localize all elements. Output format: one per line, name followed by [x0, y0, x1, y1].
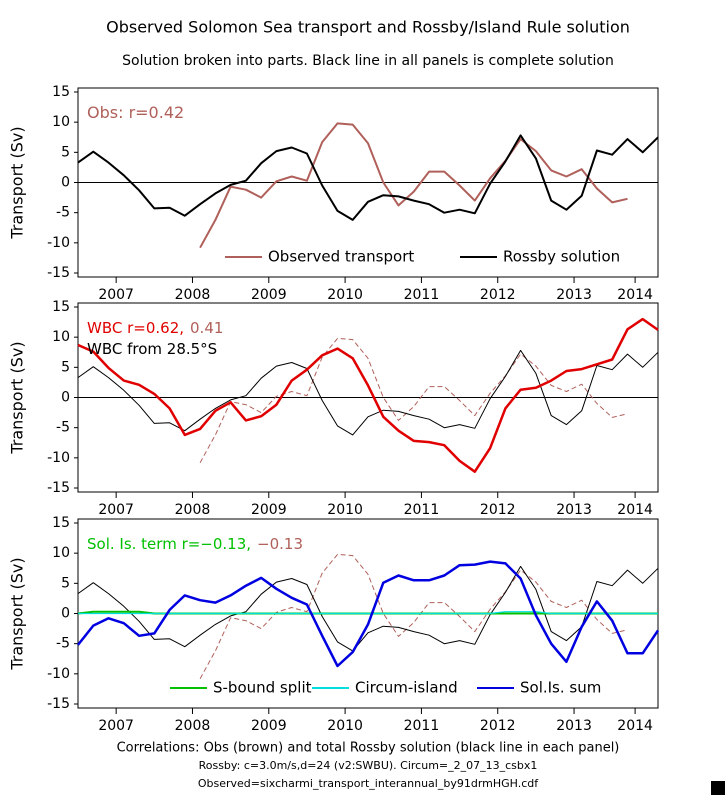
y-tick-label: 0	[61, 390, 70, 406]
series-line	[78, 611, 658, 615]
x-tick-label: 2013	[556, 718, 592, 734]
y-tick-label: 0	[61, 175, 70, 191]
y-tick-label: -10	[47, 235, 70, 251]
annotation-part: WBC from 28.5°S	[87, 340, 217, 358]
x-tick-label: 2007	[98, 287, 134, 303]
legend-label: Circum-island	[355, 679, 458, 697]
annotation: Obs: r=0.42	[87, 103, 184, 122]
y-tick-label: 5	[61, 575, 70, 591]
series-line	[77, 349, 659, 436]
series-line	[199, 553, 628, 679]
x-tick-label: 2008	[175, 502, 211, 518]
annotation: WBC r=0.62, 0.41	[87, 319, 223, 337]
footer-line: Observed=sixcharmi_transport_interannual…	[198, 777, 539, 790]
legend-label: Sol.Is. sum	[520, 679, 601, 697]
y-tick-label: 5	[61, 144, 70, 160]
legend-label: S-bound split	[213, 679, 312, 697]
annotation: WBC from 28.5°S	[87, 340, 217, 358]
x-tick-label: 2009	[251, 287, 287, 303]
x-tick-label: 2007	[98, 718, 134, 734]
chart-subtitle: Solution broken into parts. Black line i…	[122, 53, 614, 69]
x-tick-label: 2012	[480, 718, 516, 734]
x-tick-label: 2008	[175, 718, 211, 734]
y-axis-label: Transport (Sv)	[8, 126, 27, 239]
x-tick-label: 2010	[327, 287, 363, 303]
legend-label: Rossby solution	[503, 248, 620, 266]
annotation-part: Sol. Is. term r=−0.13,	[87, 535, 251, 553]
x-tick-label: 2007	[98, 502, 134, 518]
x-tick-label: 2012	[480, 502, 516, 518]
x-tick-label: 2011	[404, 502, 440, 518]
x-tick-label: 2012	[480, 287, 516, 303]
y-tick-label: -10	[47, 666, 70, 682]
y-tick-label: -15	[47, 265, 70, 281]
y-tick-label: -10	[47, 450, 70, 466]
y-tick-label: 15	[52, 515, 70, 531]
x-tick-label: 2010	[327, 502, 363, 518]
legend-label: Observed transport	[268, 248, 414, 266]
corner-block	[711, 781, 725, 795]
y-axis-label: Transport (Sv)	[8, 341, 27, 454]
x-tick-label: 2014	[617, 287, 653, 303]
x-tick-label: 2008	[175, 287, 211, 303]
y-tick-label: 15	[52, 84, 70, 100]
x-tick-label: 2014	[617, 502, 653, 518]
x-tick-label: 2009	[251, 502, 287, 518]
x-tick-label: 2013	[556, 287, 592, 303]
y-tick-label: 10	[52, 545, 70, 561]
y-tick-label: -5	[56, 420, 70, 436]
x-tick-label: 2011	[404, 287, 440, 303]
y-tick-label: -5	[56, 636, 70, 652]
footer-line: Rossby: c=3.0m/s,d=24 (v2:SWBU). Circum=…	[199, 759, 538, 772]
footer-line: Correlations: Obs (brown) and total Ross…	[117, 741, 620, 756]
x-tick-label: 2010	[327, 718, 363, 734]
series-line	[77, 134, 659, 221]
y-tick-label: -15	[47, 480, 70, 496]
y-tick-label: 10	[52, 329, 70, 345]
chart-title: Observed Solomon Sea transport and Rossb…	[106, 18, 630, 37]
y-tick-label: -15	[47, 696, 70, 712]
series-line	[77, 560, 660, 668]
annotation-part: 0.41	[190, 319, 223, 337]
y-tick-label: -5	[56, 205, 70, 221]
y-tick-label: 15	[52, 299, 70, 315]
annotation-part: WBC r=0.62,	[87, 319, 184, 337]
y-tick-label: 10	[52, 114, 70, 130]
x-tick-label: 2011	[404, 718, 440, 734]
series-line	[199, 337, 628, 463]
x-tick-label: 2014	[617, 718, 653, 734]
x-tick-label: 2013	[556, 502, 592, 518]
x-tick-label: 2009	[251, 718, 287, 734]
annotation: Sol. Is. term r=−0.13, −0.13	[87, 535, 303, 553]
y-tick-label: 0	[61, 606, 70, 622]
annotation-part: −0.13	[257, 535, 303, 553]
y-tick-label: 5	[61, 359, 70, 375]
y-axis-label: Transport (Sv)	[8, 557, 27, 670]
series-line	[199, 122, 628, 249]
series-line	[77, 317, 659, 473]
series-line	[77, 565, 659, 652]
annotation-part: Obs: r=0.42	[87, 103, 184, 122]
